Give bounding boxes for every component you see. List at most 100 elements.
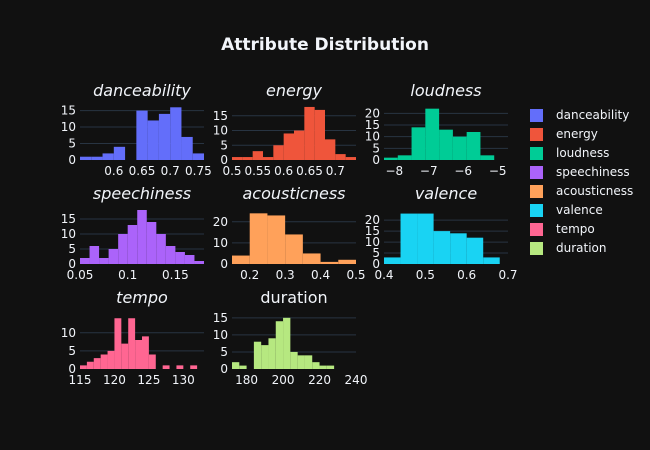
bar-speechiness[interactable] (156, 234, 166, 264)
bar-energy[interactable] (232, 157, 243, 160)
bar-acousticness[interactable] (338, 259, 356, 264)
bar-loudness[interactable] (439, 129, 453, 160)
bar-energy[interactable] (263, 157, 274, 160)
bar-acousticness[interactable] (267, 215, 286, 264)
legend-item-tempo[interactable]: tempo (530, 222, 595, 236)
bar-duration[interactable] (261, 345, 269, 369)
bar-tempo[interactable] (142, 336, 149, 369)
bar-danceability[interactable] (80, 156, 92, 160)
bar-speechiness[interactable] (80, 258, 90, 264)
x-tick-label-energy: 0.65 (296, 164, 323, 178)
bar-energy[interactable] (283, 133, 294, 160)
bar-loudness[interactable] (425, 108, 440, 160)
bar-valence[interactable] (433, 231, 451, 264)
bar-tempo[interactable] (128, 318, 136, 369)
bar-acousticness[interactable] (249, 213, 268, 264)
bar-duration[interactable] (268, 338, 276, 369)
bar-speechiness[interactable] (108, 249, 119, 264)
bar-loudness[interactable] (384, 157, 398, 160)
y-tick-label-speechiness: 5 (68, 242, 76, 256)
bar-duration[interactable] (326, 365, 335, 369)
bar-danceability[interactable] (192, 153, 204, 160)
bar-duration[interactable] (312, 362, 320, 369)
bar-speechiness[interactable] (175, 252, 185, 264)
bar-tempo[interactable] (86, 361, 94, 369)
bar-energy[interactable] (314, 109, 325, 160)
y-tick-label-loudness: 20 (365, 106, 380, 120)
legend-item-duration[interactable]: duration (530, 241, 607, 255)
bar-tempo[interactable] (162, 365, 170, 369)
bar-tempo[interactable] (135, 340, 142, 369)
legend-item-danceability[interactable]: danceability (530, 108, 629, 122)
legend[interactable]: danceability energy loudness speechiness aco… (530, 108, 633, 255)
bar-danceability[interactable] (181, 136, 193, 160)
bar-energy[interactable] (345, 157, 356, 160)
bar-loudness[interactable] (452, 136, 467, 160)
bar-duration[interactable] (304, 355, 313, 369)
legend-item-energy[interactable]: energy (530, 127, 598, 141)
bar-tempo[interactable] (114, 318, 122, 369)
bar-speechiness[interactable] (146, 222, 157, 264)
legend-swatch-duration (530, 242, 543, 255)
bar-energy[interactable] (335, 154, 346, 160)
legend-item-acousticness[interactable]: acousticness (530, 184, 633, 198)
bar-danceability[interactable] (170, 107, 182, 160)
bar-duration[interactable] (319, 365, 327, 369)
bar-valence[interactable] (466, 237, 484, 264)
bar-duration[interactable] (253, 341, 262, 369)
bar-tempo[interactable] (176, 365, 184, 369)
bar-acousticness[interactable] (302, 253, 321, 264)
x-tick-label-energy: 0.55 (244, 164, 271, 178)
bar-acousticness[interactable] (285, 234, 303, 264)
bar-danceability[interactable] (136, 110, 148, 160)
legend-item-valence[interactable]: valence (530, 203, 603, 217)
bar-tempo[interactable] (100, 354, 108, 370)
bar-tempo[interactable] (80, 365, 87, 369)
bar-duration[interactable] (283, 317, 291, 369)
bar-duration[interactable] (290, 351, 298, 369)
bar-valence[interactable] (384, 257, 401, 264)
bar-speechiness[interactable] (118, 234, 128, 264)
bar-danceability[interactable] (158, 113, 171, 160)
bar-speechiness[interactable] (99, 258, 109, 264)
legend-item-loudness[interactable]: loudness (530, 146, 609, 160)
bar-energy[interactable] (273, 145, 284, 160)
x-tick-label-tempo: 115 (69, 373, 92, 387)
bar-energy[interactable] (325, 139, 336, 160)
bar-tempo[interactable] (148, 354, 156, 370)
bar-energy[interactable] (242, 157, 253, 160)
bar-danceability[interactable] (147, 120, 159, 160)
bar-loudness[interactable] (397, 155, 412, 160)
bar-acousticness[interactable] (232, 255, 250, 264)
bar-danceability[interactable] (91, 156, 103, 160)
bar-speechiness[interactable] (184, 255, 195, 264)
bar-tempo[interactable] (107, 350, 115, 369)
bar-valence[interactable] (483, 257, 500, 264)
bar-loudness[interactable] (480, 155, 495, 160)
bar-duration[interactable] (232, 362, 240, 369)
bar-energy[interactable] (294, 130, 305, 160)
bar-speechiness[interactable] (127, 225, 138, 264)
bar-tempo[interactable] (93, 358, 101, 369)
bar-speechiness[interactable] (165, 246, 176, 264)
bar-loudness[interactable] (411, 127, 426, 160)
bar-energy[interactable] (252, 151, 263, 160)
bar-duration[interactable] (239, 365, 247, 369)
bar-tempo[interactable] (190, 365, 198, 369)
bar-tempo[interactable] (121, 343, 129, 369)
bar-loudness[interactable] (466, 132, 481, 160)
bar-valence[interactable] (450, 233, 467, 264)
bar-acousticness[interactable] (320, 261, 339, 264)
bar-valence[interactable] (400, 213, 418, 264)
bar-speechiness[interactable] (89, 246, 100, 264)
bar-danceability[interactable] (113, 146, 126, 160)
bar-duration[interactable] (297, 355, 305, 369)
bar-duration[interactable] (275, 321, 284, 369)
bar-valence[interactable] (417, 213, 434, 264)
y-tick-label-energy: 10 (213, 124, 228, 138)
legend-item-speechiness[interactable]: speechiness (530, 165, 630, 179)
bar-speechiness[interactable] (137, 210, 147, 264)
bar-speechiness[interactable] (194, 261, 204, 264)
bar-danceability[interactable] (102, 153, 114, 160)
bar-energy[interactable] (304, 106, 315, 160)
